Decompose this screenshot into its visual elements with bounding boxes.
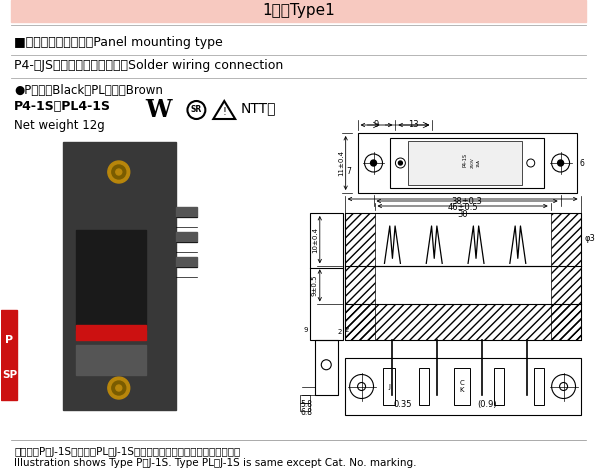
Text: φ3: φ3 bbox=[584, 234, 596, 243]
Bar bbox=[76, 325, 146, 340]
Circle shape bbox=[116, 385, 122, 391]
Text: 0.35: 0.35 bbox=[393, 400, 411, 409]
Bar bbox=[408, 141, 522, 185]
Bar bbox=[76, 345, 146, 375]
Circle shape bbox=[557, 160, 563, 166]
Bar bbox=[454, 368, 470, 405]
Text: 46±0.5: 46±0.5 bbox=[447, 203, 478, 212]
Bar bbox=[358, 133, 576, 193]
Text: 30: 30 bbox=[457, 210, 468, 219]
Text: 38±0.3: 38±0.3 bbox=[451, 197, 483, 206]
Bar bbox=[419, 368, 429, 405]
Circle shape bbox=[108, 161, 130, 183]
Text: NTT仕: NTT仕 bbox=[240, 101, 276, 115]
Text: P4-1S: P4-1S bbox=[463, 153, 468, 167]
Circle shape bbox=[371, 160, 377, 166]
Text: 1形　Type1: 1形 Type1 bbox=[263, 3, 335, 18]
Circle shape bbox=[116, 169, 122, 175]
Bar bbox=[76, 230, 146, 330]
Bar bbox=[344, 305, 581, 340]
Bar bbox=[551, 213, 581, 340]
Text: SP: SP bbox=[2, 370, 17, 380]
Text: Net weight 12g: Net weight 12g bbox=[14, 120, 105, 132]
Text: 6.8: 6.8 bbox=[301, 408, 313, 417]
Text: 11±0.4: 11±0.4 bbox=[338, 150, 344, 176]
Bar bbox=[1, 310, 17, 400]
Text: 6: 6 bbox=[579, 158, 584, 167]
Text: P: P bbox=[5, 335, 13, 345]
Text: 13: 13 bbox=[408, 120, 419, 129]
Bar bbox=[315, 340, 338, 395]
Bar bbox=[494, 368, 504, 405]
Text: C
K: C K bbox=[460, 380, 465, 393]
Circle shape bbox=[398, 161, 402, 165]
Text: ●P：黒　Black、PL：茶　Brown: ●P：黒 Black、PL：茶 Brown bbox=[14, 84, 163, 96]
Text: P4-1S・PL4-1S: P4-1S・PL4-1S bbox=[14, 100, 111, 114]
Bar bbox=[175, 232, 197, 242]
Bar bbox=[344, 213, 374, 340]
Bar bbox=[344, 358, 581, 415]
Bar bbox=[534, 368, 544, 405]
Bar bbox=[175, 257, 197, 267]
Bar bbox=[63, 142, 175, 410]
Text: 250V: 250V bbox=[471, 158, 475, 168]
Circle shape bbox=[108, 377, 130, 399]
Circle shape bbox=[112, 165, 126, 179]
Bar bbox=[310, 213, 343, 340]
Bar bbox=[11, 0, 587, 22]
Text: 図面は、P「J-1Sを示し、PL「J-1Sの場合、品名表示だけが変わります。: 図面は、P「J-1Sを示し、PL「J-1Sの場合、品名表示だけが変わります。 bbox=[14, 447, 240, 457]
Text: J: J bbox=[389, 384, 390, 389]
Text: 2: 2 bbox=[344, 327, 349, 333]
Circle shape bbox=[112, 381, 126, 395]
Text: W: W bbox=[145, 98, 172, 122]
Text: 9: 9 bbox=[374, 120, 379, 129]
Text: 9±0.5: 9±0.5 bbox=[312, 275, 318, 296]
Text: Illustration shows Type P「J-1S. Type PL「J-1S is same except Cat. No. marking.: Illustration shows Type P「J-1S. Type PL「… bbox=[14, 458, 417, 468]
Text: P4-「JS（はんだ付け接続）　Solder wiring connection: P4-「JS（はんだ付け接続） Solder wiring connection bbox=[14, 60, 283, 72]
Text: 2: 2 bbox=[337, 329, 341, 335]
Text: SR: SR bbox=[191, 105, 202, 114]
Bar bbox=[300, 395, 310, 403]
Text: (0.9): (0.9) bbox=[477, 400, 497, 409]
Bar bbox=[390, 138, 544, 188]
Text: 5.8: 5.8 bbox=[301, 400, 313, 409]
Text: 15A: 15A bbox=[477, 159, 481, 167]
Bar bbox=[175, 207, 197, 217]
Bar bbox=[383, 368, 395, 405]
Text: ■パネル取付タイプ　Panel mounting type: ■パネル取付タイプ Panel mounting type bbox=[14, 36, 223, 50]
Bar bbox=[344, 213, 581, 340]
Text: 10±0.4: 10±0.4 bbox=[312, 227, 318, 253]
Text: 7: 7 bbox=[347, 167, 352, 176]
Text: !: ! bbox=[222, 107, 226, 117]
Text: 9: 9 bbox=[303, 327, 308, 333]
Bar bbox=[300, 403, 310, 411]
